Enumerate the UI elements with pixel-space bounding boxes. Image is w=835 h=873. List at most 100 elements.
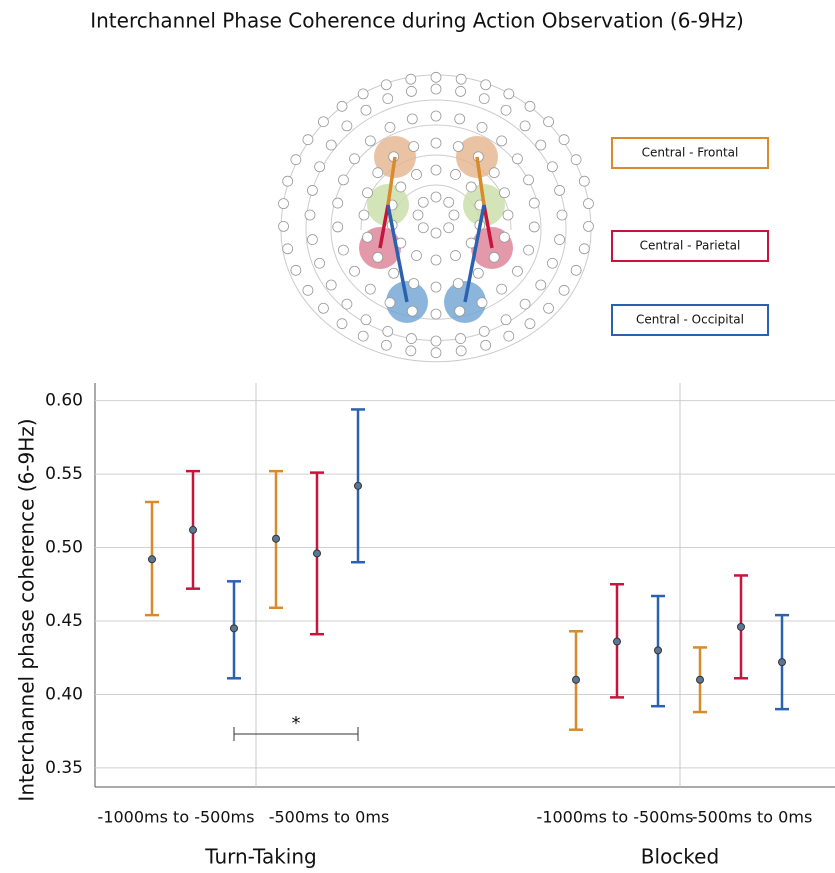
y-tick-label: 0.50 [45, 538, 83, 558]
legend-label: Central - Occipital [636, 313, 744, 327]
electrode [524, 318, 536, 330]
mean-point [148, 555, 156, 564]
electrode [430, 347, 442, 359]
mean-point [272, 534, 280, 543]
connection [386, 156, 397, 206]
electrode [417, 222, 429, 234]
electrode [512, 265, 523, 277]
electrode [558, 284, 570, 296]
electrode [372, 251, 384, 263]
x-tick-label: -500ms to 0ms [269, 808, 390, 827]
electrode [570, 154, 582, 166]
electrode [278, 198, 289, 210]
electrode [523, 174, 534, 186]
electrode [443, 222, 455, 234]
electrode [443, 196, 455, 208]
electrode [395, 181, 407, 193]
electrode [360, 314, 372, 326]
y-tick-label: 0.35 [45, 758, 83, 778]
electrode [364, 135, 376, 147]
electrode [452, 278, 464, 289]
electrode [302, 284, 314, 296]
electrode [417, 196, 429, 208]
electrode [408, 141, 420, 152]
electrode [480, 339, 492, 351]
electrode [503, 330, 515, 342]
electrode [465, 181, 477, 193]
electrode [502, 209, 514, 221]
mean-point [354, 481, 362, 490]
electrode [362, 187, 373, 199]
electrode [388, 267, 400, 279]
electrode [338, 174, 349, 186]
electrode [535, 139, 547, 151]
electrode [360, 104, 372, 116]
electrode [336, 318, 348, 330]
scalp-ring [330, 124, 542, 320]
electrode [302, 134, 314, 146]
mean-point [613, 637, 621, 646]
electrode-map [278, 71, 594, 363]
electrode [512, 153, 523, 165]
legend-box [611, 230, 769, 262]
electrode [430, 281, 442, 293]
electrode [382, 326, 394, 337]
electrode [406, 113, 418, 125]
electrode [450, 250, 461, 261]
electrode [472, 267, 484, 279]
electrode [430, 335, 442, 347]
mean-point [737, 622, 745, 631]
group-label: Blocked [641, 845, 719, 869]
electrode [578, 243, 590, 255]
electrode [500, 314, 512, 326]
mean-point [572, 675, 580, 684]
electrode [528, 221, 540, 233]
electrode [282, 175, 294, 187]
electrode [583, 198, 594, 210]
electrode [547, 161, 558, 173]
connection [386, 204, 409, 303]
connection [378, 204, 390, 249]
electrode [535, 279, 547, 291]
electrode [411, 169, 422, 180]
electrode [357, 88, 369, 100]
electrode [554, 234, 565, 245]
electrode [430, 137, 442, 149]
electrode [496, 135, 508, 147]
electrode [454, 305, 466, 317]
electrode [380, 79, 392, 91]
group-label: Turn-Taking [204, 845, 316, 869]
electrode [455, 73, 467, 85]
mean-point [654, 646, 662, 655]
electrode [278, 220, 289, 232]
electrode [290, 154, 302, 166]
electrode [336, 100, 348, 112]
electrode [380, 339, 392, 351]
electrode [430, 83, 442, 95]
electrode [307, 234, 318, 245]
annotation: * [292, 713, 301, 734]
y-tick-label: 0.45 [45, 611, 83, 631]
electrode [519, 298, 531, 310]
electrode [476, 121, 488, 133]
electrode [452, 141, 464, 152]
electrode [304, 209, 316, 221]
electrode [450, 169, 461, 180]
electrode [332, 221, 344, 233]
mean-point [778, 658, 786, 667]
electrode [382, 93, 394, 104]
electrode [556, 209, 568, 221]
x-tick-label: -1000ms to -500ms [537, 808, 694, 827]
electrode [558, 134, 570, 146]
electrode [454, 113, 466, 125]
y-axis-label: Interchannel phase coherence (6-9Hz) [15, 418, 39, 801]
electrode [524, 100, 536, 112]
y-tick-label: 0.40 [45, 684, 83, 704]
x-tick-label: -500ms to 0ms [692, 808, 813, 827]
electrode [543, 302, 554, 314]
electrode [523, 244, 534, 256]
electrode [488, 167, 500, 179]
legend-label: Central - Parietal [640, 239, 741, 253]
electrode [408, 278, 420, 289]
electrode [406, 86, 417, 97]
